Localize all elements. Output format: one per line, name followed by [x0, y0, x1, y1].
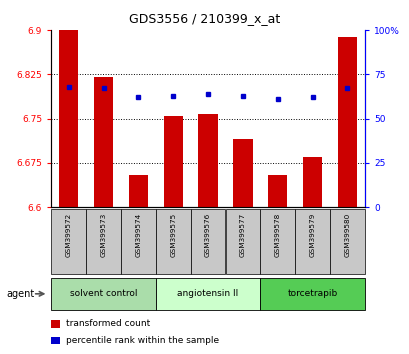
Text: GSM399578: GSM399578 — [274, 212, 280, 257]
Text: agent: agent — [6, 289, 34, 299]
Text: angiotensin II: angiotensin II — [177, 289, 238, 298]
Bar — [198, 114, 217, 207]
Text: GSM399572: GSM399572 — [65, 212, 72, 257]
Bar — [233, 139, 252, 207]
Text: GSM399577: GSM399577 — [239, 212, 245, 257]
Text: GDS3556 / 210399_x_at: GDS3556 / 210399_x_at — [129, 12, 280, 25]
Bar — [267, 175, 287, 207]
Bar — [59, 30, 78, 207]
Bar — [128, 175, 148, 207]
Text: GSM399580: GSM399580 — [344, 212, 350, 257]
Text: GSM399573: GSM399573 — [100, 212, 106, 257]
Bar — [337, 37, 356, 207]
Bar — [94, 77, 113, 207]
Text: percentile rank within the sample: percentile rank within the sample — [66, 336, 219, 345]
Text: GSM399576: GSM399576 — [204, 212, 211, 257]
Text: solvent control: solvent control — [70, 289, 137, 298]
Text: torcetrapib: torcetrapib — [287, 289, 337, 298]
Bar — [163, 116, 182, 207]
Text: GSM399575: GSM399575 — [170, 212, 176, 257]
Text: GSM399579: GSM399579 — [309, 212, 315, 257]
Bar — [302, 157, 321, 207]
Text: GSM399574: GSM399574 — [135, 212, 141, 257]
Text: transformed count: transformed count — [66, 319, 150, 329]
